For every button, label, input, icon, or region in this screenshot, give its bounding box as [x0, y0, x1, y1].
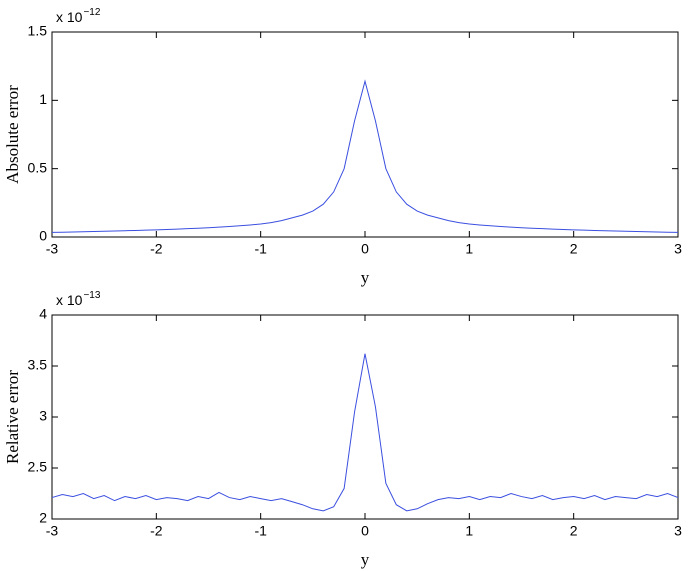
axis-multiplier: x 10−12	[56, 7, 101, 25]
y-tick-label: 0.5	[28, 159, 48, 175]
y-tick-label: 4	[39, 306, 47, 322]
x-tick-label: 3	[674, 241, 682, 257]
x-tick-label: -2	[150, 523, 163, 539]
y-axis-label: Relative error	[3, 370, 22, 464]
y-axis-label: Absolute error	[3, 85, 22, 184]
y-tick-label: 2.5	[28, 459, 48, 475]
x-tick-label: 0	[361, 241, 369, 257]
axes-box	[51, 31, 679, 238]
data-line	[51, 79, 679, 233]
y-tick-label: 2	[39, 510, 47, 526]
x-axis-label: y	[361, 268, 370, 287]
x-tick-label: 2	[570, 523, 578, 539]
multiplier-base: x 10	[56, 292, 83, 308]
x-axis-label: y	[361, 550, 370, 569]
y-tick-label: 1	[39, 91, 47, 107]
multiplier-exponent: −12	[83, 7, 100, 18]
x-tick-label: 1	[465, 523, 473, 539]
x-tick-label: 2	[570, 241, 578, 257]
x-tick-label: 1	[465, 241, 473, 257]
axis-multiplier: x 10−13	[56, 290, 101, 308]
multiplier-base: x 10	[56, 9, 83, 25]
multiplier-exponent: −13	[83, 290, 100, 301]
x-tick-label: -2	[150, 241, 163, 257]
x-tick-label: -3	[46, 241, 59, 257]
y-tick-label: 3.5	[28, 357, 48, 373]
y-tick-label: 0	[39, 228, 47, 244]
y-tick-label: 1.5	[28, 23, 48, 39]
x-tick-label: -1	[254, 241, 267, 257]
axes-box	[51, 314, 679, 520]
x-tick-label: 0	[361, 523, 369, 539]
y-tick-label: 3	[39, 408, 47, 424]
x-tick-label: 3	[674, 523, 682, 539]
data-line	[51, 353, 679, 512]
x-tick-label: -3	[46, 523, 59, 539]
x-tick-label: -1	[254, 523, 267, 539]
